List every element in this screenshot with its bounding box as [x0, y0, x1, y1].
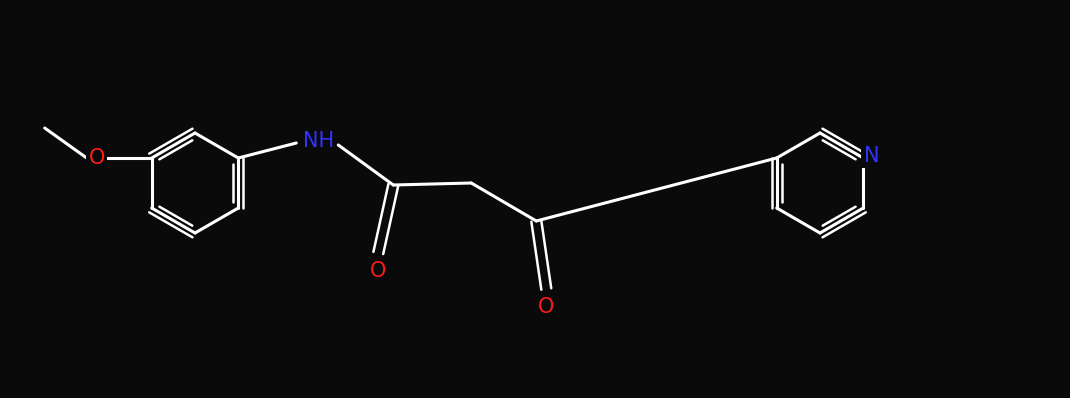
- Text: O: O: [89, 148, 105, 168]
- Text: NH: NH: [303, 131, 334, 151]
- Text: O: O: [370, 261, 386, 281]
- Text: N: N: [863, 146, 880, 166]
- Text: O: O: [538, 297, 554, 317]
